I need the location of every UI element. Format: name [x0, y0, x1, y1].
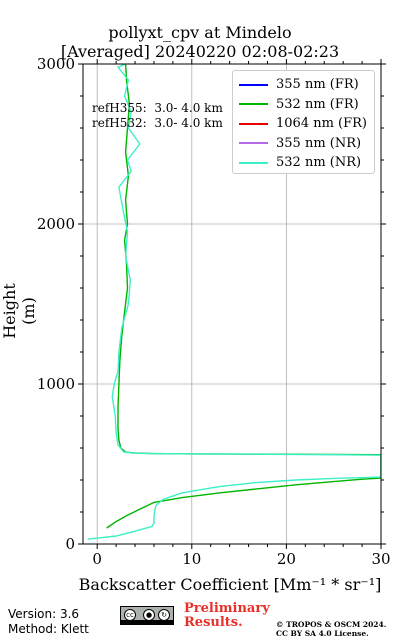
chart-title: pollyxt_cpv at Mindelo: [108, 23, 292, 42]
legend-swatch: [239, 142, 268, 144]
figure: pollyxt_cpv at Mindelo [Averaged] 202402…: [0, 23, 391, 594]
axes-frame: [82, 63, 382, 545]
y-tick-label: 0: [65, 535, 75, 553]
license-text: © TROPOS & OSCM 2024. CC BY SA 4.0 Licen…: [276, 620, 386, 638]
legend: 355 nm (FR) 532 nm (FR) 1064 nm (FR) 355 nm…: [232, 70, 375, 174]
plot-area: 0 10 20 30 0 1000 2000 3000: [37, 55, 391, 568]
legend-swatch: [239, 83, 268, 86]
annotation-refh532: refH532: 3.0- 4.0 km: [92, 116, 223, 130]
legend-label: 1064 nm (FR): [276, 116, 367, 131]
legend-entry: 355 nm (NR): [239, 134, 361, 153]
x-tick-label: 20: [277, 550, 296, 568]
legend-label: 532 nm (FR): [276, 96, 359, 112]
series-line-532-nm-nr-: [87, 64, 381, 540]
y-tick-label: 3000: [37, 55, 75, 73]
cc-badge-strip: [121, 620, 173, 624]
y-tick-label: 2000: [37, 215, 75, 233]
version-text: Version: 3.6: [8, 607, 80, 621]
y-axis-label: Height (m): [0, 283, 38, 339]
x-tick-label: 30: [371, 550, 390, 568]
legend-swatch: [239, 161, 268, 164]
x-axis-label: Backscatter Coefficient [Mm⁻¹ * sr⁻¹]: [78, 575, 382, 594]
prelim-line-2: Results.: [184, 615, 243, 630]
y-tick-label: 1000: [37, 375, 75, 393]
license-line-1: © TROPOS & OSCM 2024.: [276, 620, 387, 629]
reference-height-annotation: refH355: 3.0- 4.0 km refH532: 3.0- 4.0 k…: [92, 101, 223, 131]
legend-label: 355 nm (NR): [276, 135, 362, 151]
x-tick-label: 0: [92, 550, 102, 568]
x-tick-label: 10: [182, 550, 201, 568]
cc-by-sa-icon: cc ● ↻: [120, 606, 174, 625]
legend-label: 355 nm (FR): [276, 77, 359, 92]
legend-entry: 355 nm (FR): [239, 75, 359, 94]
legend-entry: 1064 nm (FR): [239, 114, 367, 133]
preliminary-results-notice: Preliminary Results.: [184, 602, 270, 630]
method-text: Method: Klett: [8, 622, 89, 636]
license-line-2: CC BY SA 4.0 License.: [276, 629, 369, 638]
footer-info: Version: 3.6 Method: Klett: [8, 607, 89, 637]
legend-entry: 532 nm (FR): [239, 95, 359, 114]
chart-subtitle: [Averaged] 20240220 02:08-02:23: [60, 42, 340, 61]
legend-swatch: [239, 103, 268, 105]
legend-swatch: [239, 122, 268, 125]
prelim-line-1: Preliminary: [184, 601, 270, 616]
legend-entry: 532 nm (NR): [239, 153, 361, 172]
legend-label: 532 nm (NR): [276, 155, 362, 170]
annotation-refh355: refH355: 3.0- 4.0 km: [92, 101, 223, 115]
